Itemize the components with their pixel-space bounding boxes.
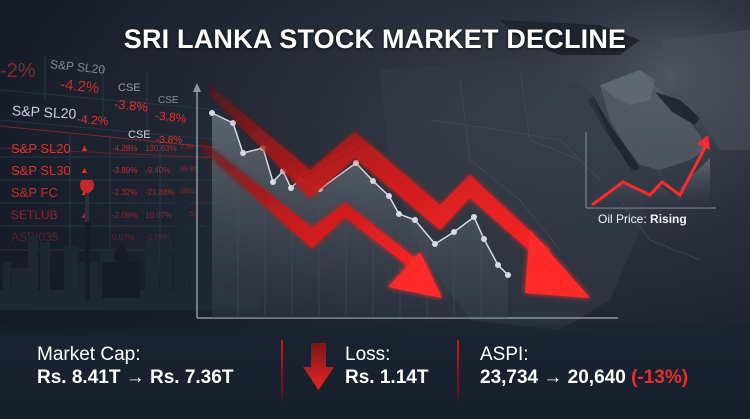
oil-price-label: Oil Price: Rising (598, 212, 687, 226)
market-cap-value: Rs. 8.41T → Rs. 7.36T (37, 367, 234, 388)
aspi-change: (-13%) (631, 367, 689, 388)
stats-bar (0, 322, 750, 419)
loss-label: Loss: (345, 344, 391, 365)
divider (281, 340, 283, 402)
index-line (211, 112, 509, 276)
aspi-value-row: 23,734 → 20,640 (-13%) (480, 366, 688, 390)
aspi-stat: ASPI: 23,734 → 20,640 (-13%) (480, 344, 688, 390)
down-arrow-icon (303, 343, 334, 390)
market-cap-label: Market Cap: (37, 344, 141, 365)
ticker-highlight-label: S&P SL20 (11, 102, 77, 122)
ticker-label: CSE (158, 95, 179, 106)
market-cap-stat: Market Cap: Rs. 8.41T → Rs. 7.36T (37, 344, 233, 390)
ticker-highlight-label2: CSE (128, 129, 151, 141)
ticker-highlight-value: -4.2% (76, 111, 109, 129)
small-down-arrow (202, 140, 442, 298)
ticker-label: CSE (118, 82, 141, 94)
tower-spire (85, 190, 89, 222)
divider (457, 340, 459, 402)
oil-price-chart (585, 132, 716, 209)
loss-value: Rs. 1.14T (345, 367, 429, 388)
lotus-tower-top (80, 180, 94, 193)
oil-rising-arrow (591, 141, 710, 207)
aspi-value: 23,734 → 20,640 (480, 367, 626, 388)
large-down-arrow (210, 85, 590, 298)
page-title: SRI LANKA STOCK MARKET DECLINE (123, 24, 627, 54)
ticker-partial-value: -2% (0, 60, 36, 82)
loss-stat: Loss: Rs. 1.14T (345, 344, 428, 390)
ticker-highlight-value2: -3.8% (156, 135, 183, 146)
colombo-skyline (0, 180, 260, 310)
aspi-label: ASPI: (480, 344, 529, 365)
main-decline-chart (193, 83, 618, 319)
oil-price-status: Rising (650, 212, 687, 226)
